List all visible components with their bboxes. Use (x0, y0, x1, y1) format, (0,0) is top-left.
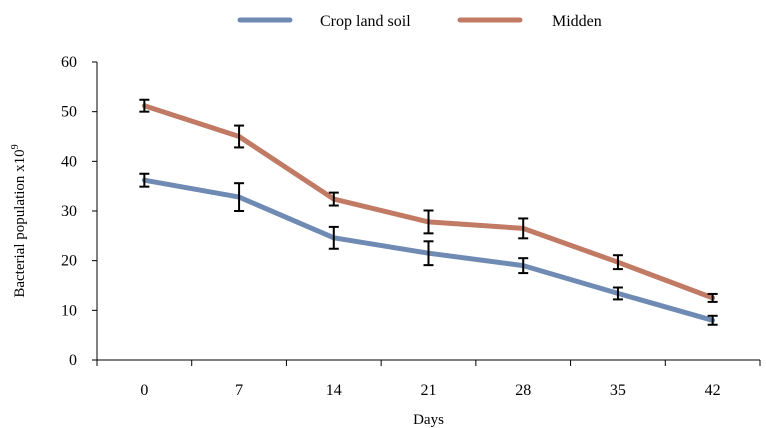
x-tick-label: 21 (421, 382, 437, 399)
legend-label: Crop land soil (320, 13, 411, 30)
error-bar (139, 98, 150, 113)
series-line-midden (141, 103, 716, 301)
error-bar (423, 240, 434, 267)
y-tick-label: 30 (61, 203, 77, 220)
x-ticks: 0 7 14 21 28 35 42 (96, 360, 761, 399)
y-tick-label: 60 (61, 54, 77, 71)
error-bar (707, 292, 718, 303)
y-tick-label: 0 (69, 352, 77, 369)
y-axis-title: Bacterial population x109 (10, 144, 28, 297)
error-bars (139, 98, 718, 326)
error-bar (612, 254, 623, 271)
legend-item: Midden (457, 13, 602, 30)
error-bar (518, 217, 529, 240)
y-tick-label: 10 (61, 302, 77, 319)
x-tick-label: 14 (326, 382, 342, 399)
x-tick-label: 7 (235, 382, 243, 399)
x-tick-label: 42 (705, 382, 721, 399)
error-bar (328, 191, 339, 207)
error-bar (234, 124, 245, 149)
legend-item: Crop land soil (237, 13, 411, 30)
y-ticks: 0 10 20 30 40 50 60 (61, 54, 97, 369)
legend-label: Midden (552, 13, 602, 30)
x-axis-title: Days (413, 412, 444, 428)
legend: Crop land soil Midden (237, 13, 602, 30)
error-bar (423, 209, 434, 235)
error-bar (707, 314, 718, 326)
error-bar (234, 182, 245, 212)
y-tick-label: 40 (61, 153, 77, 170)
error-bar (518, 257, 529, 275)
y-tick-label: 20 (61, 253, 77, 270)
x-tick-label: 28 (515, 382, 531, 399)
error-bar (328, 225, 339, 250)
x-tick-label: 0 (140, 382, 148, 399)
y-tick-label: 50 (61, 104, 77, 121)
x-tick-label: 35 (610, 382, 626, 399)
y-axis-title-main: Bacterial population x10 (12, 149, 28, 297)
error-bar (139, 172, 150, 188)
error-bar (612, 286, 623, 301)
y-axis-title-exponent: 9 (10, 144, 21, 149)
